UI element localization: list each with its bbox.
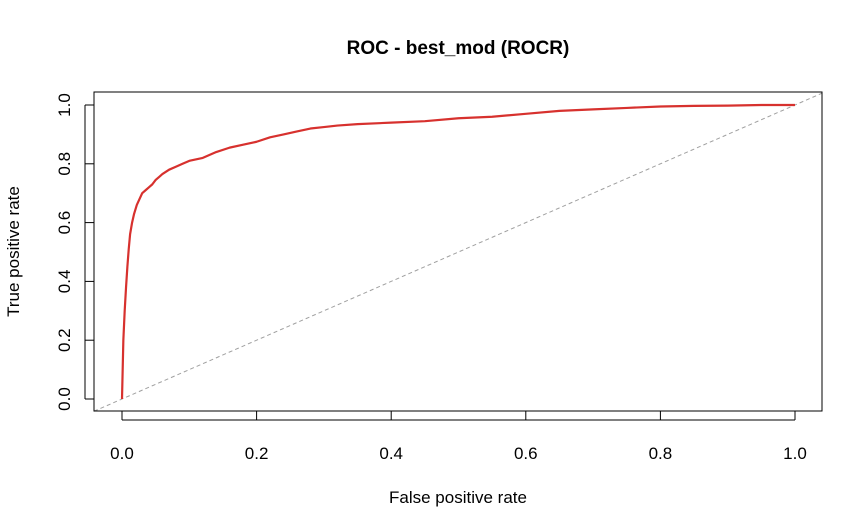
roc-curve xyxy=(120,103,795,400)
x-tick-label: 0.8 xyxy=(649,444,673,463)
y-tick-label: 0.2 xyxy=(55,328,74,352)
x-axis-label: False positive rate xyxy=(389,488,527,507)
x-tick-label: 0.6 xyxy=(514,444,538,463)
x-tick-label: 0.0 xyxy=(110,444,134,463)
x-tick-label: 0.2 xyxy=(245,444,269,463)
y-tick-label: 0.6 xyxy=(55,211,74,235)
x-tick-label: 0.4 xyxy=(379,444,403,463)
x-axis: 0.0 0.2 0.4 0.6 0.8 1.0 xyxy=(110,411,807,463)
y-tick-label: 0.8 xyxy=(55,152,74,176)
y-axis-label: True positive rate xyxy=(4,186,23,317)
diagonal-reference-line xyxy=(93,92,823,412)
chart-title: ROC - best_mod (ROCR) xyxy=(347,38,570,59)
y-tick-label: 0.4 xyxy=(55,270,74,294)
y-tick-label: 1.0 xyxy=(55,93,74,117)
y-tick-label: 0.0 xyxy=(55,387,74,411)
x-tick-label: 1.0 xyxy=(783,444,807,463)
plot-border xyxy=(93,91,823,412)
y-axis: 0.0 0.2 0.4 0.6 0.8 1.0 xyxy=(55,93,94,411)
